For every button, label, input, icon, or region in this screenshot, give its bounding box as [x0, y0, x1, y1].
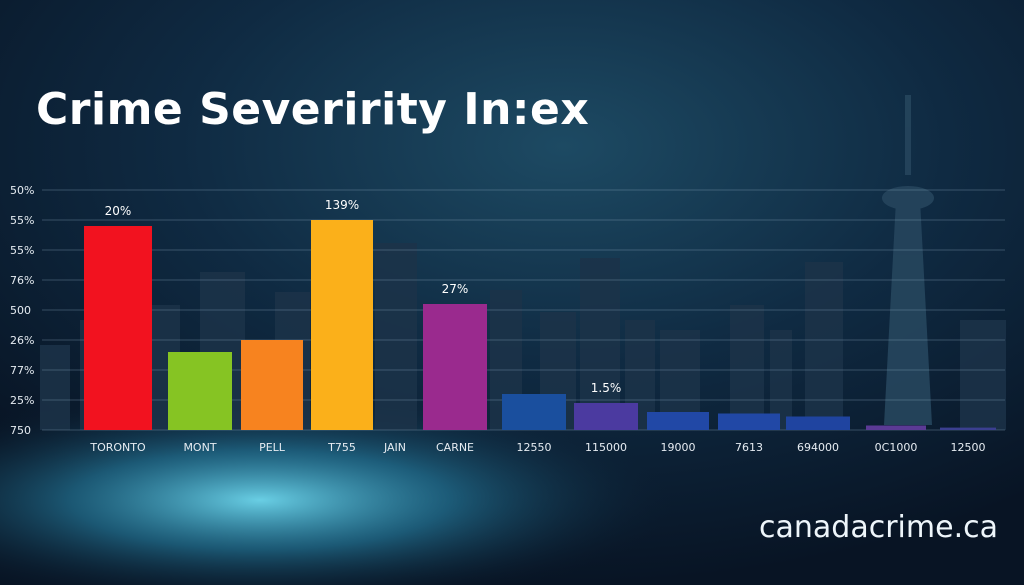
site-watermark: canadacrime.ca [759, 510, 998, 545]
x-tick-label: TORONTO [89, 441, 146, 454]
x-tick-label: 115000 [585, 441, 627, 454]
data-label: 1.5% [591, 381, 622, 395]
x-tick-label: MONT [183, 441, 216, 454]
x-tick-label: 694000 [797, 441, 839, 454]
bar [311, 220, 373, 430]
bar [940, 427, 996, 430]
x-tick-label: 12500 [951, 441, 986, 454]
x-tick-label: T755 [327, 441, 356, 454]
x-tick-label: 12550 [517, 441, 552, 454]
y-tick-label: 50% [10, 184, 34, 197]
y-tick-label: 26% [10, 334, 34, 347]
tower-silhouette [882, 95, 934, 425]
bar [866, 425, 926, 430]
y-tick-label: 750 [10, 424, 31, 437]
bar [786, 416, 850, 430]
bar [502, 394, 566, 430]
x-tick-label: CARNE [436, 441, 474, 454]
skyline-silhouette [40, 243, 1006, 430]
background-glow [0, 390, 680, 585]
bar [241, 340, 303, 430]
y-tick-label: 55% [10, 244, 34, 257]
bar [647, 412, 709, 430]
x-tick-label: 0C1000 [875, 441, 918, 454]
y-tick-label: 77% [10, 364, 34, 377]
y-tick-label: 500 [10, 304, 31, 317]
bar [168, 352, 232, 430]
bar [574, 403, 638, 430]
bar [718, 413, 780, 430]
x-tick-label: JAIN [383, 441, 406, 454]
data-label: 27% [442, 282, 469, 296]
bar [84, 226, 152, 430]
y-tick-label: 76% [10, 274, 34, 287]
x-tick-label: 7613 [735, 441, 763, 454]
x-tick-label: 19000 [661, 441, 696, 454]
bar [423, 304, 487, 430]
page-title: Crime Severirity In:ex [36, 84, 590, 135]
y-tick-label: 25% [10, 394, 34, 407]
y-tick-label: 55% [10, 214, 34, 227]
data-label: 20% [105, 204, 132, 218]
data-label: 139% [325, 198, 359, 212]
x-tick-label: PELL [259, 441, 286, 454]
